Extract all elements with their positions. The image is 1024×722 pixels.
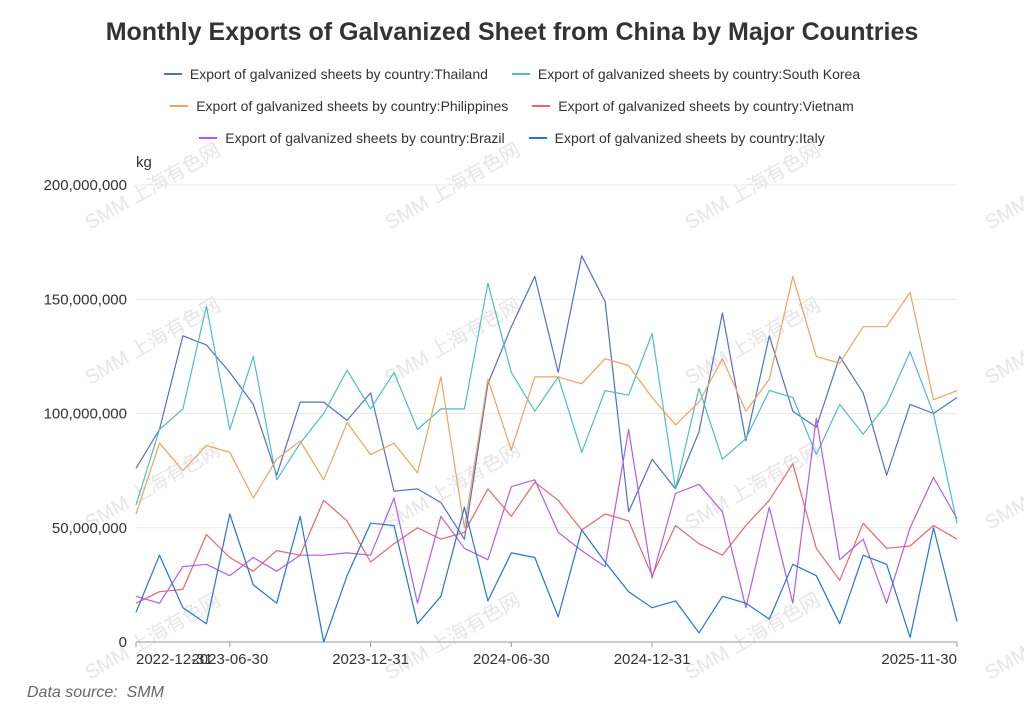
legend-label-philippines: Export of galvanized sheets by country:P… (196, 98, 509, 114)
legend-label-vietnam: Export of galvanized sheets by country:V… (558, 98, 854, 114)
legend: Export of galvanized sheets by country:T… (0, 58, 1024, 154)
legend-row-1: Export of galvanized sheets by country:T… (0, 58, 1024, 90)
y-tick-label-4: 200,000,000 (44, 177, 127, 194)
watermark-14: SMM 上海有色网 (681, 588, 824, 684)
watermark-1: SMM 上海有色网 (381, 138, 524, 234)
legend-item-vietnam[interactable]: Export of galvanized sheets by country:V… (532, 98, 854, 114)
series-lines (135, 255, 958, 643)
chart-title: Monthly Exports of Galvanized Sheet from… (105, 18, 919, 46)
watermark-3: SMM 上海有色网 (981, 138, 1024, 234)
series-line-vietnam (135, 463, 958, 604)
watermark-11: SMM 上海有色网 (981, 438, 1024, 534)
series-line-south-korea (135, 282, 958, 524)
legend-label-thailand: Export of galvanized sheets by country:T… (189, 66, 488, 82)
y-tick-label-0: 0 (119, 634, 127, 651)
legend-item-south-korea[interactable]: Export of galvanized sheets by country:S… (511, 66, 861, 82)
watermark-2: SMM 上海有色网 (681, 138, 824, 234)
series-line-italy (135, 506, 958, 643)
legend-label-italy: Export of galvanized sheets by country:I… (554, 130, 825, 146)
grid-lines (136, 184, 957, 643)
legend-row-3: Export of galvanized sheets by country:B… (0, 122, 1024, 154)
x-tick-label-0: 2022-12-31 (136, 651, 213, 668)
watermark-12: SMM 上海有色网 (81, 588, 224, 684)
series-line-brazil (135, 417, 958, 609)
watermark-15: SMM 上海有色网 (981, 588, 1024, 684)
legend-swatch-italy (528, 137, 547, 139)
legend-row-2: Export of galvanized sheets by country:P… (0, 90, 1024, 122)
y-tick-label-1: 50,000,000 (52, 520, 127, 537)
legend-item-thailand[interactable]: Export of galvanized sheets by country:T… (163, 66, 488, 82)
x-tick-label-1: 2023-06-30 (191, 651, 268, 668)
series-line-philippines (135, 275, 958, 529)
watermark-7: SMM 上海有色网 (981, 293, 1024, 389)
legend-item-italy[interactable]: Export of galvanized sheets by country:I… (528, 130, 825, 146)
legend-item-brazil[interactable]: Export of galvanized sheets by country:B… (199, 130, 505, 146)
x-tick-label-5: 2025-11-30 (881, 651, 957, 668)
data-source-note: Data source: SMM (27, 684, 164, 701)
x-tick-label-4: 2024-12-31 (614, 651, 691, 668)
legend-label-south-korea: Export of galvanized sheets by country:S… (537, 66, 861, 82)
y-tick-label-3: 150,000,000 (44, 291, 127, 308)
legend-swatch-philippines (170, 105, 189, 107)
series-line-thailand (135, 255, 958, 540)
y-axis-unit-label: kg (136, 154, 152, 171)
watermark-6: SMM 上海有色网 (681, 293, 824, 389)
legend-label-brazil: Export of galvanized sheets by country:B… (225, 130, 505, 146)
watermark-13: SMM 上海有色网 (381, 588, 524, 684)
x-tick-label-2: 2023-12-31 (332, 651, 409, 668)
y-tick-label-2: 100,000,000 (44, 406, 127, 423)
y-axis-ticks: 0 50,000,000 100,000,000 150,000,000 200,000… (44, 177, 127, 651)
legend-swatch-south-korea (511, 73, 530, 75)
legend-swatch-brazil (199, 137, 218, 139)
x-tick-label-3: 2024-06-30 (473, 651, 550, 668)
legend-swatch-thailand (163, 73, 182, 75)
legend-swatch-vietnam (532, 105, 551, 107)
legend-item-philippines[interactable]: Export of galvanized sheets by country:P… (170, 98, 508, 114)
